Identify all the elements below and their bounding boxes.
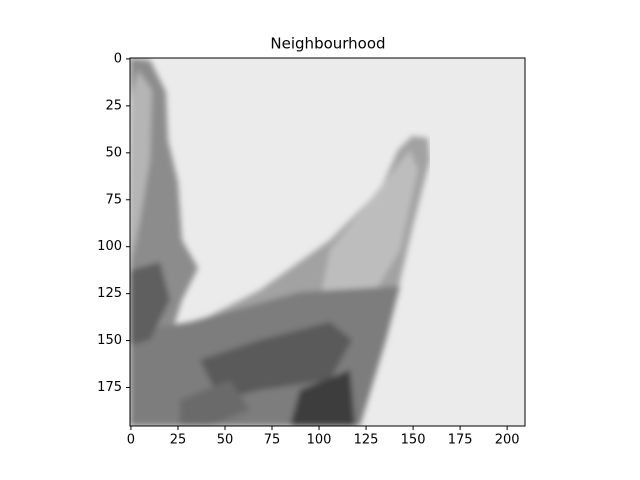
axes-frame <box>129 57 526 427</box>
x-tick-label: 0 <box>127 433 135 448</box>
chart-title: Neighbourhood <box>270 35 385 53</box>
y-tick-label: 50 <box>105 145 122 160</box>
y-tick-label: 100 <box>97 239 122 254</box>
y-tick-label: 0 <box>114 51 122 66</box>
y-tick-label: 125 <box>97 286 122 301</box>
y-tick-label: 150 <box>97 333 122 348</box>
x-tick-label: 175 <box>448 433 473 448</box>
x-tick-label: 150 <box>401 433 426 448</box>
x-tick-label: 125 <box>354 433 379 448</box>
x-tick-label: 200 <box>495 433 520 448</box>
x-tick-label: 25 <box>170 433 187 448</box>
y-tick-label: 75 <box>105 192 122 207</box>
x-tick-label: 50 <box>217 433 234 448</box>
x-tick-label: 100 <box>307 433 332 448</box>
image-content <box>130 58 430 426</box>
image <box>130 58 525 426</box>
y-tick-label: 25 <box>105 98 122 113</box>
y-tick-label: 175 <box>97 380 122 395</box>
x-tick-label: 75 <box>264 433 281 448</box>
